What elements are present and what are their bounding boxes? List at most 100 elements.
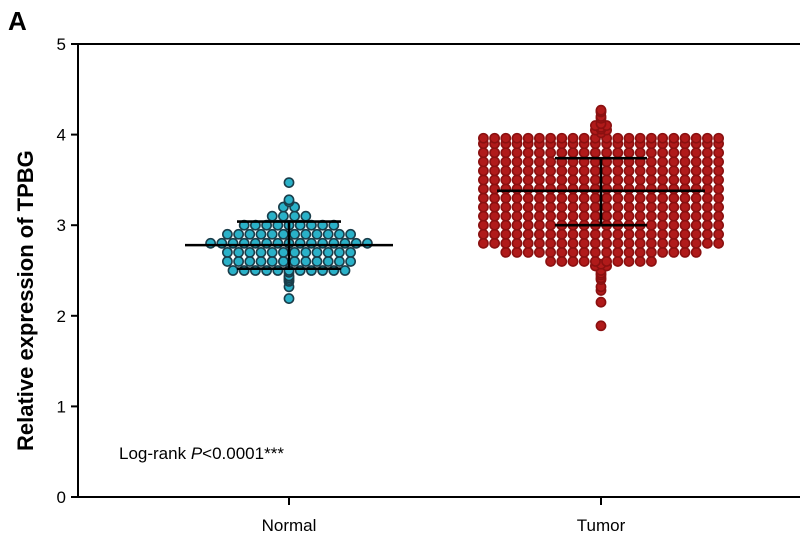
data-point [261, 237, 272, 249]
data-point [690, 237, 702, 249]
data-point [339, 237, 351, 249]
data-point [612, 246, 624, 258]
data-point [590, 228, 601, 240]
data-point [227, 237, 239, 249]
data-point [612, 174, 624, 186]
data-point [277, 228, 289, 240]
data-point [500, 237, 512, 249]
data-point [623, 228, 635, 240]
data-point [272, 237, 284, 249]
data-point [556, 201, 568, 213]
data-point [289, 210, 300, 222]
data-point [690, 228, 702, 240]
data-point [590, 201, 601, 213]
data-point [623, 174, 635, 186]
data-point [522, 246, 534, 258]
data-point [702, 192, 713, 204]
data-point [283, 177, 295, 189]
data-point [657, 147, 668, 159]
data-point [623, 246, 635, 258]
data-point [702, 237, 713, 249]
data-point [690, 246, 702, 258]
panel-label: A [8, 6, 27, 36]
data-point [233, 228, 244, 240]
data-point [595, 320, 607, 332]
data-point [545, 192, 556, 204]
data-point [713, 147, 724, 159]
data-point [238, 265, 250, 276]
data-point [690, 132, 702, 144]
data-point [679, 132, 691, 144]
data-point [679, 147, 691, 159]
data-point [534, 237, 545, 249]
data-point [668, 132, 680, 144]
data-point [657, 228, 668, 240]
data-point [612, 132, 624, 144]
data-point [646, 228, 657, 240]
data-point [500, 165, 512, 177]
data-point [679, 201, 691, 213]
data-point [702, 174, 713, 186]
data-point [500, 228, 512, 240]
data-point [690, 183, 702, 195]
data-point [702, 201, 713, 213]
data-point [283, 194, 295, 206]
data-point [578, 147, 590, 159]
data-point [545, 219, 556, 231]
data-point [500, 210, 512, 222]
data-point [477, 132, 489, 144]
data-point [216, 237, 228, 249]
data-point [623, 192, 635, 204]
data-point [713, 219, 724, 231]
data-point [634, 210, 646, 222]
data-point [702, 183, 713, 195]
data-point [489, 156, 500, 168]
data-point [345, 228, 356, 240]
data-point [590, 237, 601, 249]
data-point [545, 156, 556, 168]
data-point [623, 183, 635, 195]
data-point [634, 132, 646, 144]
data-point [590, 256, 601, 267]
data-point [534, 228, 545, 240]
data-point [713, 174, 724, 186]
data-point [612, 192, 624, 204]
data-point [567, 183, 579, 195]
data-point [556, 210, 568, 222]
data-point [511, 132, 523, 144]
data-point [578, 174, 590, 186]
data-point [713, 132, 724, 144]
data-point [567, 165, 579, 177]
data-point [668, 174, 680, 186]
data-point [612, 165, 624, 177]
data-point [477, 192, 489, 204]
data-point [266, 228, 278, 240]
data-point [556, 192, 568, 204]
y-tick-label: 2 [57, 307, 66, 326]
data-point [345, 246, 356, 258]
data-point [534, 219, 545, 231]
data-point [646, 246, 657, 258]
data-point [311, 228, 323, 240]
data-point [500, 156, 512, 168]
data-point [489, 165, 500, 177]
data-point [668, 156, 680, 168]
data-point [668, 201, 680, 213]
data-point [657, 183, 668, 195]
data-point [489, 201, 500, 213]
data-point [578, 201, 590, 213]
data-point [283, 293, 295, 304]
data-point [578, 192, 590, 204]
data-point [690, 192, 702, 204]
data-point [556, 174, 568, 186]
data-point [534, 210, 545, 222]
data-point [322, 246, 334, 258]
data-point [534, 156, 545, 168]
data-point [690, 165, 702, 177]
data-point [623, 237, 635, 249]
data-point [690, 201, 702, 213]
data-point [601, 165, 612, 177]
data-point [713, 228, 724, 240]
data-point [249, 237, 261, 249]
data-point [339, 265, 351, 276]
